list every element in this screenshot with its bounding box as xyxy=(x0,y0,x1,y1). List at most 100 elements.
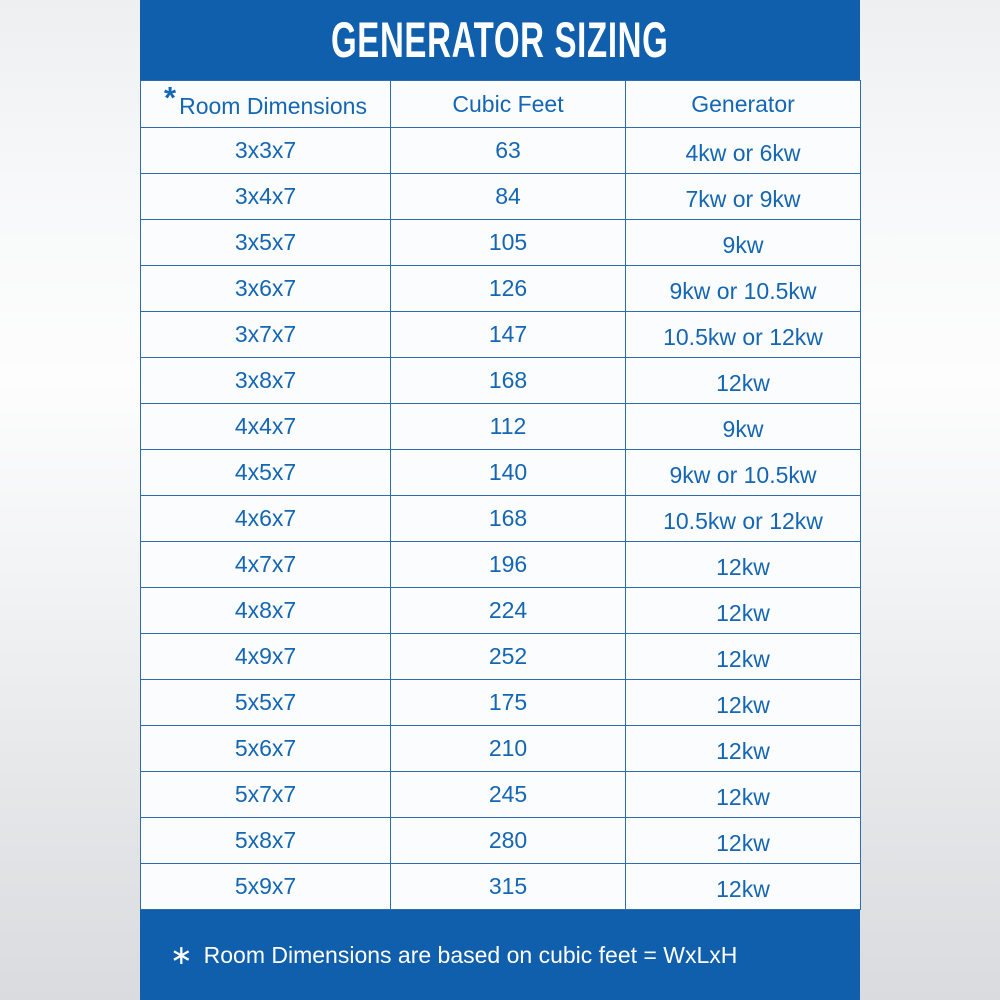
column-header-generator: Generator xyxy=(625,80,861,128)
column-header-label: Generator xyxy=(691,90,795,117)
table-header-row: * Room Dimensions Cubic Feet Generator xyxy=(140,80,861,128)
cubic-feet-cell: 315 xyxy=(390,863,626,910)
room-dimensions-cell: 4x4x7 xyxy=(140,403,391,450)
cubic-feet-cell: 224 xyxy=(390,587,626,634)
cubic-feet-cell: 245 xyxy=(390,771,626,818)
table-row: 3x3x7 63 4kw or 6kw xyxy=(140,127,861,174)
room-dimensions-value: 4x9x7 xyxy=(234,643,297,669)
table-row: 3x4x7 84 7kw or 9kw xyxy=(140,173,861,220)
room-dimensions-cell: 4x5x7 xyxy=(140,449,391,496)
column-header-label: Cubic Feet xyxy=(452,90,564,117)
cubic-feet-value: 105 xyxy=(488,229,528,255)
cubic-feet-cell: 63 xyxy=(390,127,626,174)
cubic-feet-cell: 210 xyxy=(390,725,626,772)
room-dimensions-cell: 3x6x7 xyxy=(140,265,391,312)
room-dimensions-value: 5x5x7 xyxy=(234,689,297,715)
generator-cell: 12kw xyxy=(625,771,861,818)
cubic-feet-value: 63 xyxy=(495,137,521,163)
generator-cell: 12kw xyxy=(625,357,861,404)
cubic-feet-value: 245 xyxy=(488,781,528,807)
title-band: GENERATOR SIZING xyxy=(140,0,860,80)
generator-value: 9kw xyxy=(722,416,764,442)
table-row: 4x7x7 196 12kw xyxy=(140,541,861,588)
cubic-feet-value: 140 xyxy=(488,459,528,485)
generator-value: 9kw or 10.5kw xyxy=(669,278,817,304)
cubic-feet-value: 252 xyxy=(488,643,528,669)
table-row: 3x7x7 147 10.5kw or 12kw xyxy=(140,311,861,358)
room-dimensions-value: 4x7x7 xyxy=(234,551,297,577)
cubic-feet-value: 224 xyxy=(488,597,528,623)
generator-cell: 12kw xyxy=(625,679,861,726)
room-dimensions-value: 3x8x7 xyxy=(234,367,297,393)
room-dimensions-cell: 4x8x7 xyxy=(140,587,391,634)
cubic-feet-value: 147 xyxy=(488,321,528,347)
cubic-feet-value: 175 xyxy=(488,689,528,715)
generator-cell: 9kw xyxy=(625,403,861,450)
generator-value: 12kw xyxy=(716,554,770,580)
generator-cell: 7kw or 9kw xyxy=(625,173,861,220)
room-dimensions-value: 3x4x7 xyxy=(234,183,297,209)
cubic-feet-value: 196 xyxy=(488,551,528,577)
table-row: 5x6x7 210 12kw xyxy=(140,725,861,772)
cubic-feet-value: 315 xyxy=(488,873,528,899)
table-row: 3x8x7 168 12kw xyxy=(140,357,861,404)
room-dimensions-value: 4x6x7 xyxy=(234,505,297,531)
room-dimensions-cell: 3x8x7 xyxy=(140,357,391,404)
generator-value: 9kw or 10.5kw xyxy=(669,462,817,488)
table-row: 4x9x7 252 12kw xyxy=(140,633,861,680)
generator-value: 12kw xyxy=(716,738,770,764)
cubic-feet-value: 280 xyxy=(488,827,528,853)
cubic-feet-cell: 168 xyxy=(390,357,626,404)
generator-sizing-table: * Room Dimensions Cubic Feet Generator 3x… xyxy=(140,80,861,910)
room-dimensions-cell: 3x3x7 xyxy=(140,127,391,174)
generator-cell: 9kw or 10.5kw xyxy=(625,449,861,496)
room-dimensions-value: 4x5x7 xyxy=(234,459,297,485)
generator-value: 12kw xyxy=(716,830,770,856)
cubic-feet-cell: 252 xyxy=(390,633,626,680)
table-row: 4x6x7 168 10.5kw or 12kw xyxy=(140,495,861,542)
column-header-room-dimensions: * Room Dimensions xyxy=(140,80,391,128)
room-dimensions-cell: 5x6x7 xyxy=(140,725,391,772)
cubic-feet-value: 168 xyxy=(488,505,528,531)
generator-value: 9kw xyxy=(722,232,764,258)
room-dimensions-cell: 4x6x7 xyxy=(140,495,391,542)
column-header-cubic-feet: Cubic Feet xyxy=(390,80,626,128)
table-row: 5x7x7 245 12kw xyxy=(140,771,861,818)
generator-value: 12kw xyxy=(716,646,770,672)
cubic-feet-cell: 196 xyxy=(390,541,626,588)
room-dimensions-cell: 5x7x7 xyxy=(140,771,391,818)
generator-value: 12kw xyxy=(716,370,770,396)
cubic-feet-cell: 168 xyxy=(390,495,626,542)
cubic-feet-value: 210 xyxy=(488,735,528,761)
room-dimensions-cell: 3x5x7 xyxy=(140,219,391,266)
room-dimensions-value: 5x6x7 xyxy=(234,735,297,761)
generator-cell: 12kw xyxy=(625,863,861,910)
table-row: 5x8x7 280 12kw xyxy=(140,817,861,864)
footnote: ∗ Room Dimensions are based on cubic fee… xyxy=(140,910,860,1000)
room-dimensions-value: 5x7x7 xyxy=(234,781,297,807)
room-dimensions-value: 5x8x7 xyxy=(234,827,297,853)
room-dimensions-cell: 5x9x7 xyxy=(140,863,391,910)
generator-cell: 12kw xyxy=(625,725,861,772)
cubic-feet-value: 168 xyxy=(488,367,528,393)
room-dimensions-cell: 3x4x7 xyxy=(140,173,391,220)
room-dimensions-value: 3x5x7 xyxy=(234,229,297,255)
table-row: 5x5x7 175 12kw xyxy=(140,679,861,726)
column-header-label: Room Dimensions xyxy=(179,93,367,119)
cubic-feet-cell: 147 xyxy=(390,311,626,358)
generator-cell: 12kw xyxy=(625,633,861,680)
room-dimensions-value: 5x9x7 xyxy=(234,873,297,899)
generator-value: 10.5kw or 12kw xyxy=(663,508,823,534)
generator-value: 12kw xyxy=(716,600,770,626)
room-dimensions-value: 3x3x7 xyxy=(234,137,297,163)
generator-cell: 10.5kw or 12kw xyxy=(625,311,861,358)
cubic-feet-cell: 112 xyxy=(390,403,626,450)
room-dimensions-value: 3x7x7 xyxy=(234,321,297,347)
table-row: 5x9x7 315 12kw xyxy=(140,863,861,910)
table-row: 4x8x7 224 12kw xyxy=(140,587,861,634)
room-dimensions-cell: 4x9x7 xyxy=(140,633,391,680)
room-dimensions-value: 4x8x7 xyxy=(234,597,297,623)
cubic-feet-cell: 175 xyxy=(390,679,626,726)
table-row: 3x6x7 126 9kw or 10.5kw xyxy=(140,265,861,312)
